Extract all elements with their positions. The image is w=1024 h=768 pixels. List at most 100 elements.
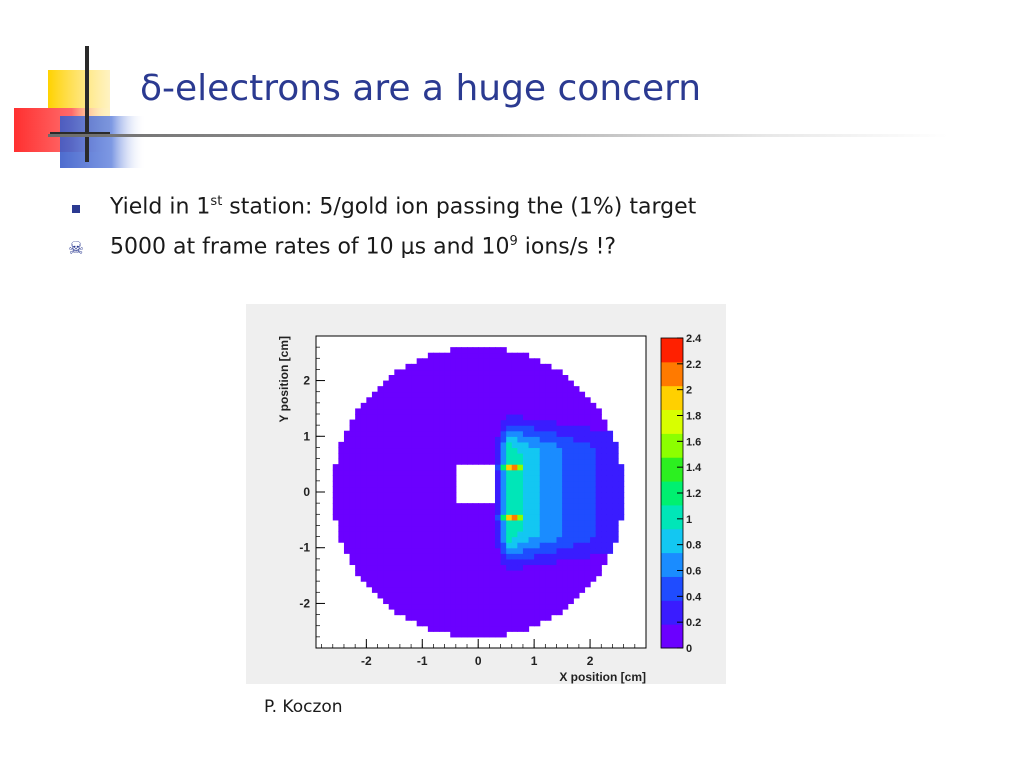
heatmap-cell — [550, 525, 558, 532]
heatmap-cell — [545, 408, 552, 415]
heatmap-cell — [539, 369, 546, 376]
heatmap-cell — [366, 486, 373, 493]
heatmap-cell — [545, 458, 552, 465]
heatmap-cell — [506, 620, 513, 627]
heatmap-cell — [528, 430, 535, 437]
heatmap-cell — [494, 620, 502, 627]
heatmap-cell — [444, 436, 451, 443]
heatmap-cell — [550, 503, 558, 510]
heatmap-cell — [472, 414, 479, 421]
heatmap-cell — [377, 536, 384, 543]
heatmap-cell — [545, 503, 552, 510]
heatmap-cell — [377, 575, 384, 582]
heatmap-cell — [562, 480, 569, 488]
heatmap-cell — [578, 508, 586, 515]
heatmap-cell — [601, 553, 608, 560]
heatmap-cell — [478, 503, 485, 510]
heatmap-cell — [444, 597, 451, 605]
heatmap-cell — [478, 408, 485, 415]
heatmap-cell — [601, 531, 608, 538]
heatmap-cell — [539, 480, 546, 488]
heatmap-cell — [511, 453, 518, 460]
heatmap-cell — [522, 519, 530, 527]
heatmap-cell — [405, 425, 412, 432]
heatmap-cell — [567, 503, 574, 510]
heatmap-cell — [472, 358, 479, 365]
heatmap-cell — [433, 458, 440, 465]
heatmap-cell — [478, 458, 485, 465]
heatmap-cell — [433, 492, 440, 499]
heatmap-cell — [360, 553, 367, 560]
heatmap-cell — [422, 547, 429, 554]
heatmap-cell — [467, 391, 474, 398]
heatmap-cell — [489, 430, 496, 437]
heatmap-cell — [360, 525, 367, 532]
heatmap-cell — [399, 447, 407, 454]
heatmap-cell — [422, 386, 429, 393]
heatmap-cell — [539, 402, 546, 410]
heatmap-cell — [422, 581, 429, 588]
heatmap-cell — [601, 497, 608, 504]
heatmap-cell — [439, 620, 446, 627]
heatmap-cell — [394, 592, 401, 599]
heatmap-cell — [511, 458, 518, 465]
heatmap-cell — [506, 380, 513, 387]
heatmap-cell — [556, 519, 563, 527]
heatmap-cell — [461, 525, 468, 532]
heatmap-cell — [394, 525, 401, 532]
heatmap-cell — [578, 525, 586, 532]
heatmap-cell — [394, 503, 401, 510]
heatmap-cell — [399, 380, 407, 387]
heatmap-cell — [450, 480, 457, 488]
heatmap-cell — [388, 514, 395, 521]
heatmap-cell — [562, 475, 569, 482]
heatmap-cell — [433, 542, 440, 549]
heatmap-cell — [427, 402, 435, 410]
heatmap-cell — [383, 547, 390, 554]
heatmap-cell — [590, 402, 597, 410]
heatmap-cell — [467, 458, 474, 465]
heatmap-cell — [534, 581, 541, 588]
heatmap-cell — [444, 575, 451, 582]
heatmap-cell — [606, 458, 614, 465]
heatmap-cell — [467, 447, 474, 454]
heatmap-cell — [506, 547, 513, 554]
heatmap-cell — [506, 480, 513, 488]
heatmap-cell — [522, 464, 530, 471]
heatmap-cell — [545, 480, 552, 488]
heatmap-cell — [578, 558, 586, 566]
heatmap-cell — [394, 553, 401, 560]
heatmap-cell — [517, 458, 524, 465]
heatmap-cell — [444, 441, 451, 449]
heatmap-cell — [338, 503, 345, 510]
heatmap-cell — [595, 441, 602, 449]
heatmap-cell — [506, 402, 513, 410]
heatmap-cell — [349, 486, 356, 493]
heatmap-cell — [494, 397, 502, 404]
heatmap-cell — [366, 425, 373, 432]
heatmap-cell — [405, 581, 412, 588]
heatmap-cell — [612, 536, 619, 543]
heatmap-cell — [612, 458, 619, 465]
heatmap-cell — [394, 514, 401, 521]
heatmap-cell — [405, 475, 412, 482]
heatmap-cell — [332, 497, 339, 504]
heatmap-cell — [478, 519, 485, 527]
heatmap-cell — [511, 464, 518, 471]
heatmap-cell — [567, 497, 574, 504]
heatmap-cell — [612, 447, 619, 454]
heatmap-cell — [573, 391, 580, 398]
heatmap-cell — [450, 492, 457, 499]
heatmap-cell — [411, 570, 418, 577]
heatmap-cell — [411, 558, 418, 566]
heatmap-cell — [556, 514, 563, 521]
colorbar-segment — [661, 528, 683, 554]
heatmap-cell — [550, 597, 558, 605]
heatmap-cell — [522, 531, 530, 538]
heatmap-cell — [388, 575, 395, 582]
heatmap-cell — [584, 480, 591, 488]
heatmap-cell — [439, 503, 446, 510]
heatmap-cell — [489, 419, 496, 426]
heatmap-cell — [590, 475, 597, 482]
